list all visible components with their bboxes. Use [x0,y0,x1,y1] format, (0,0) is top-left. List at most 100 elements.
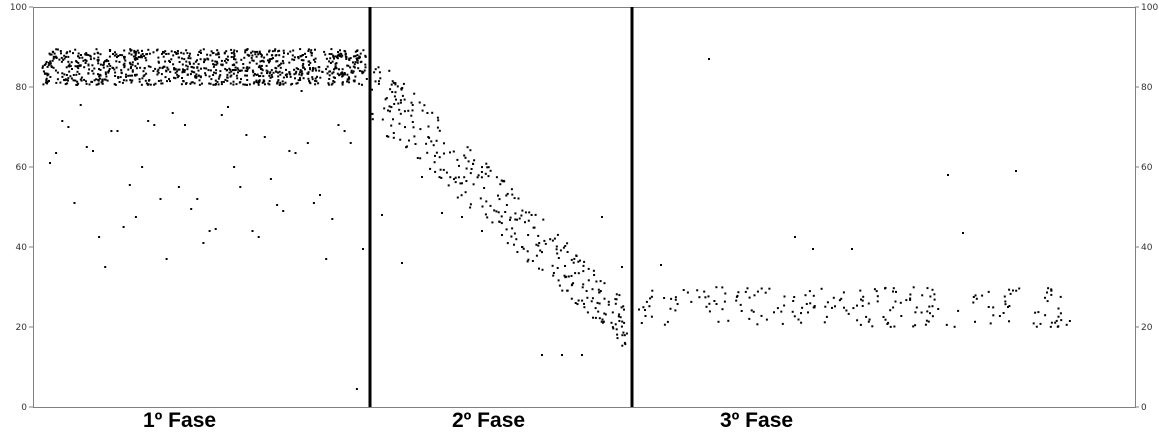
data-point-phase-1 [118,60,121,63]
data-point-phase-3 [715,303,718,305]
data-point-phase-1 [225,69,228,72]
data-point-phase-1 [61,120,64,122]
data-point-phase-3 [825,315,828,318]
data-point-phase-1 [78,64,81,67]
data-point-phase-2 [454,176,457,179]
data-point-phase-1 [168,59,171,62]
data-point-phase-1 [172,54,175,57]
data-point-phase-1 [175,53,178,55]
data-point-phase-1 [85,82,88,85]
data-point-phase-2 [373,71,376,74]
data-point-phase-1 [319,76,322,79]
data-point-phase-1 [209,82,212,85]
data-point-phase-1 [89,55,92,58]
data-point-phase-2 [621,344,624,347]
data-point-phase-2 [434,154,436,157]
data-point-phase-1 [176,50,179,52]
data-point-phase-1 [105,60,108,63]
data-point-phase-2 [598,291,601,294]
data-point-phase-1 [122,226,125,228]
data-point-phase-2 [583,306,586,309]
data-point-phase-3 [723,300,726,303]
data-point-phase-1 [87,72,90,75]
data-point-phase-2 [526,260,529,263]
data-point-phase-1 [127,74,130,77]
data-point-phase-2 [427,136,430,138]
data-point-phase-3 [663,323,666,326]
data-point-phase-3 [933,293,936,296]
data-point-phase-3 [783,295,786,298]
data-point-phase-1 [56,78,59,81]
data-point-phase-2 [583,260,586,263]
data-point-phase-1 [239,186,242,188]
data-point-phase-1 [145,82,148,85]
data-point-phase-1 [93,67,96,70]
data-point-phase-1 [329,57,332,60]
data-point-phase-1 [299,69,302,72]
data-point-phase-1 [218,75,221,78]
data-point-phase-1 [173,68,176,71]
data-point-phase-1 [156,73,159,76]
data-point-phase-1 [246,79,249,81]
data-point-phase-1 [233,69,236,72]
data-point-phase-1 [276,60,279,63]
data-point-phase-1 [195,73,198,76]
data-point-phase-1 [116,56,118,59]
data-point-phase-1 [177,52,179,55]
data-point-phase-2 [433,161,436,164]
data-point-phase-2 [392,81,395,84]
data-point-phase-1 [281,80,284,83]
data-point-phase-3 [708,302,711,305]
data-point-phase-1 [98,75,101,78]
data-point-phase-1 [137,56,140,58]
data-point-phase-1 [199,76,202,79]
y-tick-label-right: 60 [1141,163,1153,173]
data-point-phase-2 [514,212,517,215]
data-point-phase-1 [162,65,165,68]
data-point-phase-1 [123,66,126,69]
data-point-phase-2 [390,83,393,86]
data-point-phase-1 [67,126,70,128]
data-point-phase-3 [715,286,718,289]
data-point-phase-3 [649,297,652,300]
data-point-phase-1 [68,65,71,68]
data-point-phase-2 [477,174,480,177]
data-point-phase-1 [178,56,181,59]
data-point-phase-3 [842,291,845,294]
data-point-phase-1 [69,50,71,53]
data-point-phase-2 [581,286,584,289]
data-point-phase-1 [186,73,189,76]
data-point-phase-1 [282,62,285,65]
data-point-phase-1 [196,59,198,62]
data-point-phase-1 [341,54,344,57]
data-point-phase-1 [314,67,317,70]
data-point-phase-1 [295,70,298,73]
data-point-phase-2 [590,300,593,303]
data-point-phase-2 [449,176,452,179]
data-point-phase-2 [526,250,529,253]
data-point-phase-1 [117,76,120,78]
data-point-phase-1 [196,198,199,200]
data-point-phase-1 [198,79,201,82]
data-point-phase-1 [120,71,123,74]
data-point-phase-1 [192,66,195,69]
data-point-phase-1 [45,77,48,80]
data-point-phase-2 [615,298,618,301]
plot-frame [33,7,1136,408]
data-point-phase-1 [299,48,302,51]
data-point-phase-1 [285,73,288,76]
data-point-phase-1 [261,69,264,72]
data-point-phase-1 [143,55,146,57]
y-tick-label-left: 60 [16,163,28,173]
data-point-phase-2 [437,119,440,122]
data-point-phase-1 [347,81,350,84]
data-point-phase-3 [900,315,903,317]
data-point-phase-1 [348,59,351,61]
data-point-phase-2 [480,171,483,173]
data-point-phase-1 [154,82,157,85]
data-point-phase-1 [194,75,197,78]
data-point-phase-2 [432,144,435,147]
data-point-phase-1 [99,53,102,56]
data-point-phase-3 [708,310,711,313]
